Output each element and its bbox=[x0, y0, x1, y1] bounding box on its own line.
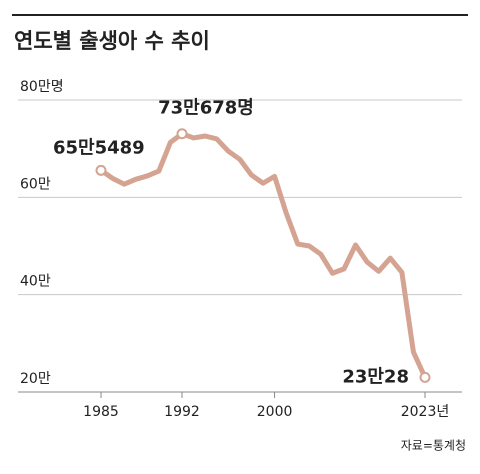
x-tick-label: 2023년 bbox=[401, 404, 450, 420]
y-tick-label: 60만 bbox=[20, 176, 51, 192]
data-label: 65만5489 bbox=[53, 137, 145, 158]
chart-title: 연도별 출생아 수 추이 bbox=[14, 29, 210, 53]
source: 자료=통계청 bbox=[401, 439, 466, 453]
x-tick-label: 2000 bbox=[257, 404, 293, 420]
y-tick-label: 40만 bbox=[20, 274, 51, 290]
x-tick-label: 1992 bbox=[164, 404, 200, 420]
y-tick-label: 80만명 bbox=[20, 79, 64, 95]
x-tick-label: 1985 bbox=[83, 404, 119, 420]
y-tick-label: 20만 bbox=[20, 371, 51, 387]
point-marker bbox=[95, 164, 107, 176]
data-label: 23만28 bbox=[342, 366, 409, 387]
data-label: 73만678명 bbox=[158, 98, 254, 119]
point-marker bbox=[419, 371, 431, 383]
point-marker bbox=[176, 128, 188, 140]
line bbox=[98, 131, 428, 380]
